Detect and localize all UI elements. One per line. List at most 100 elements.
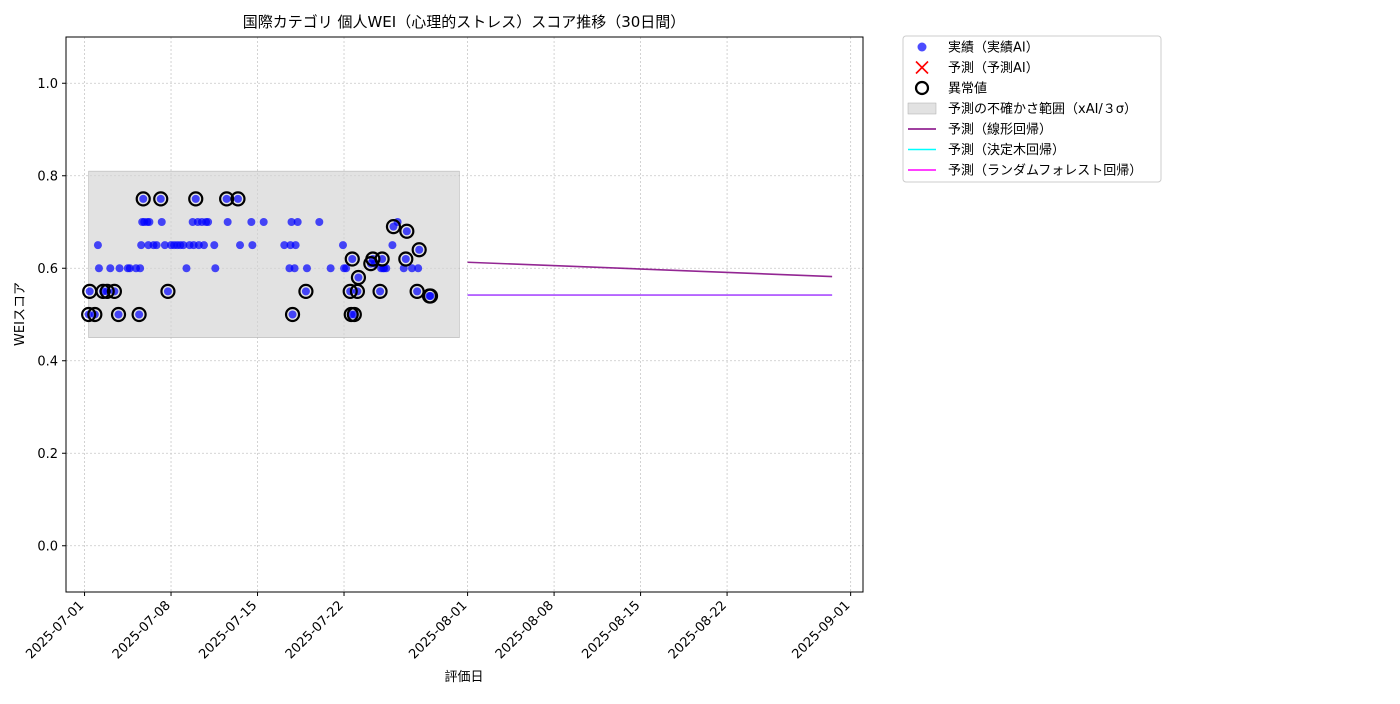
actual-point xyxy=(315,218,324,226)
anomaly-ring xyxy=(298,283,314,299)
actual-point xyxy=(426,292,435,300)
anomaly-ring xyxy=(219,191,235,207)
actual-point xyxy=(106,264,115,273)
legend-frame xyxy=(902,35,1162,183)
actual-point xyxy=(163,287,172,296)
actual-point xyxy=(287,218,296,226)
x-axis-ticks: 2025-07-01 2025-07-08 2025-07-15 2025-07-22… xyxy=(23,592,853,662)
anomaly-ring xyxy=(342,283,358,299)
actual-point xyxy=(293,218,302,226)
actual-point xyxy=(290,264,299,273)
anomaly-ring xyxy=(398,251,414,267)
actual-point xyxy=(199,241,208,250)
actual-point xyxy=(179,241,188,250)
actual-point xyxy=(135,310,144,319)
actual-point xyxy=(191,194,200,203)
legend-label-anomaly: 異常値 xyxy=(948,81,987,97)
actual-point xyxy=(288,310,297,319)
actual-point xyxy=(223,218,232,226)
anomaly-ring xyxy=(385,219,402,235)
anomaly-ring xyxy=(135,191,151,207)
actual-point xyxy=(233,194,242,203)
y-axis-label: WEIスコア xyxy=(13,282,28,346)
x-tick-label: 2025-07-08 xyxy=(110,598,174,662)
actual-point xyxy=(145,218,154,226)
anomaly-ring xyxy=(153,191,169,207)
x-tick-label: 2025-08-01 xyxy=(406,598,470,662)
actual-point xyxy=(182,264,191,273)
y-tick-label: 0.0 xyxy=(37,539,58,554)
actual-point xyxy=(280,241,289,250)
regression-lines xyxy=(467,261,833,296)
x-tick-label: 2025-08-08 xyxy=(493,598,557,662)
actual-point xyxy=(342,264,351,273)
actual-point xyxy=(402,227,411,236)
actual-point xyxy=(247,218,256,226)
anomaly-ring xyxy=(374,251,390,267)
actual-point xyxy=(222,194,231,203)
anomaly-ring xyxy=(110,306,127,323)
legend-label-tree: 予測（決定木回帰） xyxy=(948,142,1065,158)
actual-point xyxy=(236,241,245,250)
actual-point xyxy=(414,264,423,273)
actual-point xyxy=(302,264,311,273)
anomaly-ring xyxy=(131,306,147,323)
legend-label-band: 予測の不確かさ範囲（xAI/３σ） xyxy=(948,101,1137,117)
x-tick-label: 2025-08-22 xyxy=(666,598,730,662)
actual-point xyxy=(301,287,310,296)
anomaly-ring xyxy=(188,191,204,207)
x-tick-label: 2025-07-01 xyxy=(23,598,87,662)
actual-point xyxy=(348,255,357,263)
y-tick-label: 0.2 xyxy=(37,447,58,462)
legend-swatch-band xyxy=(907,102,937,115)
x-tick-label: 2025-07-22 xyxy=(283,598,347,662)
actual-point xyxy=(415,245,424,254)
legend-swatch-predicted xyxy=(915,60,929,75)
actual-point xyxy=(94,264,103,273)
x-tick-label: 2025-08-15 xyxy=(579,598,643,662)
plot-frame xyxy=(65,36,864,593)
anomaly-ring xyxy=(81,306,97,323)
actual-point xyxy=(93,241,102,250)
actual-point xyxy=(85,287,94,296)
anomaly-ring xyxy=(365,251,381,267)
actual-point xyxy=(259,218,268,226)
legend-label-actual: 実績（実績AI） xyxy=(948,40,1039,56)
legend-label-linear: 予測（線形回帰） xyxy=(948,122,1052,138)
actual-point xyxy=(152,241,161,250)
x-axis-label: 評価日 xyxy=(444,670,483,685)
actual-point xyxy=(388,241,397,250)
anomaly-ring xyxy=(160,283,176,299)
anomaly-ring xyxy=(372,283,388,299)
actual-point xyxy=(291,241,300,250)
anomaly-ring xyxy=(346,306,362,323)
legend-swatch-actual xyxy=(917,42,927,52)
anomaly-ring xyxy=(344,251,360,267)
anomaly-ring xyxy=(411,242,427,258)
anomaly-ring xyxy=(399,223,415,239)
y-tick-label: 0.6 xyxy=(37,262,58,277)
actual-point xyxy=(160,241,169,250)
actual-point xyxy=(248,241,257,250)
x-tick-label: 2025-09-01 xyxy=(789,598,853,662)
y-tick-label: 0.4 xyxy=(37,354,58,369)
actual-point xyxy=(407,264,416,273)
actual-point xyxy=(211,264,220,273)
anomaly-ring xyxy=(422,288,439,304)
anomaly-ring xyxy=(99,283,115,299)
actual-point xyxy=(115,264,124,273)
actual-point xyxy=(354,273,363,282)
anomaly-ring xyxy=(95,283,111,299)
actual-point xyxy=(137,241,146,250)
actual-point xyxy=(401,255,410,263)
actual-point xyxy=(156,194,165,203)
y-tick-label: 0.8 xyxy=(37,169,58,184)
anomaly-ring xyxy=(284,306,301,323)
anomaly-ring xyxy=(87,306,103,323)
actual-point xyxy=(376,287,385,296)
y-axis-ticks: 0.0 0.2 0.4 0.6 0.8 1.0 xyxy=(37,77,66,554)
actual-point xyxy=(210,241,219,250)
